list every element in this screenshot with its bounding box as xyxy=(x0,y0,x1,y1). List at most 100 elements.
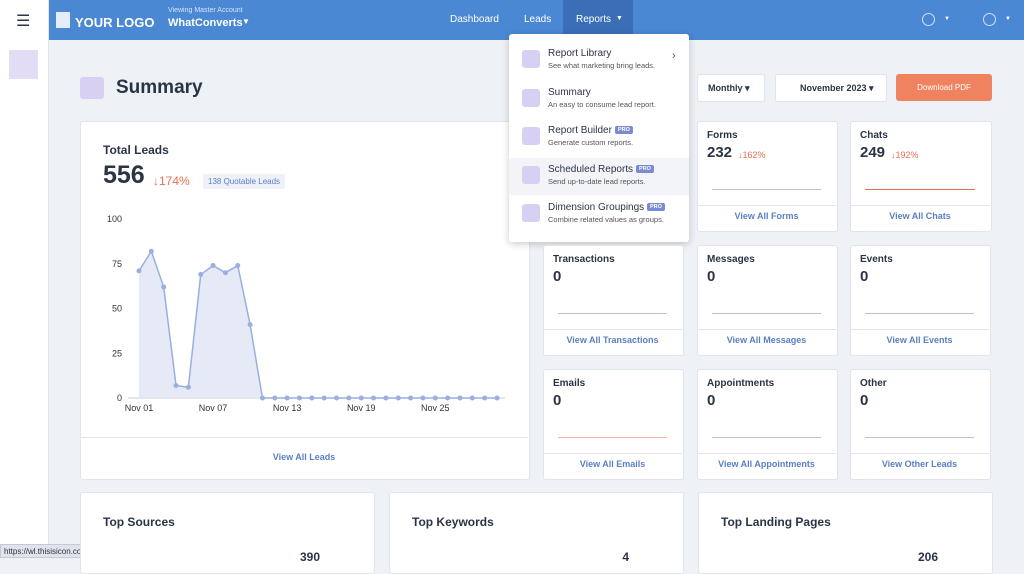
month-select[interactable]: November 2023 ▾ xyxy=(775,74,887,102)
nav-item[interactable]: Leads xyxy=(524,14,552,25)
link-divider xyxy=(697,329,836,330)
x-tick-label: Nov 01 xyxy=(125,403,154,413)
point xyxy=(148,248,154,254)
sparkline xyxy=(558,437,667,438)
menu-desc: An easy to consume lead report. xyxy=(548,99,656,109)
y-tick-label: 100 xyxy=(107,214,122,224)
nav-item[interactable]: Dashboard xyxy=(450,14,499,25)
account-name[interactable]: WhatConverts xyxy=(168,17,243,29)
point xyxy=(321,395,327,401)
view-link[interactable]: View All Chats xyxy=(889,211,951,221)
change: ↓174% xyxy=(153,174,190,188)
link-divider xyxy=(543,453,682,454)
card-value: 0 xyxy=(553,392,562,409)
card-value: 232 xyxy=(707,144,733,161)
view-link[interactable]: View Other Leads xyxy=(881,459,958,469)
menu-title[interactable]: Summary xyxy=(548,86,591,98)
x-tick-label: Nov 19 xyxy=(347,403,376,413)
logo[interactable]: YOUR LOGO xyxy=(75,15,155,30)
point xyxy=(185,384,191,390)
caret: ▼ xyxy=(242,17,250,26)
stat-card xyxy=(697,121,838,232)
point xyxy=(173,382,179,388)
card-value: 0 xyxy=(553,268,562,285)
menu-toggle[interactable]: ☰ xyxy=(16,13,31,30)
point xyxy=(432,395,438,401)
card-title: Messages xyxy=(707,254,755,265)
point xyxy=(222,270,228,276)
menu-title[interactable]: Scheduled Reports xyxy=(548,163,634,175)
point xyxy=(309,395,315,401)
bottom-card xyxy=(80,492,375,574)
card-title: Other xyxy=(860,378,887,389)
menu-desc: Send up-to-date lead reports. xyxy=(548,176,646,186)
view-link[interactable]: View All Leads xyxy=(272,452,336,462)
menu-title[interactable]: Dimension Groupings xyxy=(548,202,645,213)
menu-desc: Combine related values as groups. xyxy=(548,215,664,224)
user-icon[interactable] xyxy=(983,13,996,26)
point xyxy=(408,395,414,401)
nav-active xyxy=(563,0,633,40)
point xyxy=(235,263,241,269)
caret: ▼ xyxy=(1005,16,1011,22)
bottom-value: 4 xyxy=(622,550,629,564)
card-value: 0 xyxy=(860,392,869,409)
menu-title[interactable]: Report Builder xyxy=(548,125,612,136)
logo-icon xyxy=(56,12,70,28)
stat-card xyxy=(850,245,991,356)
chevron: › xyxy=(672,50,676,62)
point xyxy=(334,395,340,401)
view-link[interactable]: View All Messages xyxy=(726,335,807,345)
period-select[interactable]: Monthly ▾ xyxy=(697,74,765,102)
change: ↓192% xyxy=(891,150,919,160)
x-tick-label: Nov 07 xyxy=(199,403,228,413)
point xyxy=(198,271,204,277)
pro-badge: PRO xyxy=(636,164,654,173)
sparkline xyxy=(865,313,974,314)
y-tick-label: 50 xyxy=(112,304,122,314)
y-tick-label: 25 xyxy=(112,348,122,358)
view-link[interactable]: View All Emails xyxy=(579,459,646,469)
stat-card xyxy=(697,245,838,356)
download-button[interactable]: Download PDF xyxy=(896,74,992,101)
link-divider xyxy=(543,329,682,330)
sparkline xyxy=(712,437,821,438)
link-divider xyxy=(697,205,836,206)
card-value: 0 xyxy=(707,392,716,409)
view-link[interactable]: View All Appointments xyxy=(718,459,815,469)
sidebar-icon[interactable] xyxy=(9,50,38,79)
bottom-value: 206 xyxy=(917,550,938,564)
link-divider xyxy=(697,453,836,454)
point xyxy=(420,395,426,401)
card-title: Chats xyxy=(860,130,888,141)
menu-desc: See what marketing bring leads. xyxy=(548,61,656,70)
menu-icon xyxy=(522,127,540,145)
view-link[interactable]: View All Events xyxy=(886,335,953,345)
point xyxy=(371,395,377,401)
menu-icon xyxy=(522,204,540,222)
account-caption: Viewing Master Account xyxy=(168,7,243,14)
bottom-value: 390 xyxy=(299,550,320,564)
menu-title[interactable]: Report Library xyxy=(548,48,612,59)
help-icon[interactable] xyxy=(922,13,935,26)
point xyxy=(296,395,302,401)
sidebar xyxy=(0,0,49,558)
stat-card xyxy=(543,245,684,356)
card-title: Transactions xyxy=(553,254,615,265)
caret: ▼ xyxy=(944,16,950,22)
nav-item[interactable]: Reports xyxy=(576,14,612,25)
quotable: 138 Quotable Leads xyxy=(203,174,286,189)
point xyxy=(136,268,142,274)
menu-icon xyxy=(522,88,540,107)
menu-desc: Generate custom reports. xyxy=(548,138,634,147)
summary-icon xyxy=(80,77,104,99)
stat-card xyxy=(850,369,991,480)
pro-badge: PRO xyxy=(615,126,633,134)
view-link[interactable]: View All Transactions xyxy=(566,335,659,345)
point xyxy=(469,395,475,401)
point xyxy=(259,395,265,401)
page-title: Summary xyxy=(116,77,203,98)
view-link[interactable]: View All Forms xyxy=(734,211,799,221)
sparkline xyxy=(712,313,821,314)
bottom-card xyxy=(698,492,993,574)
